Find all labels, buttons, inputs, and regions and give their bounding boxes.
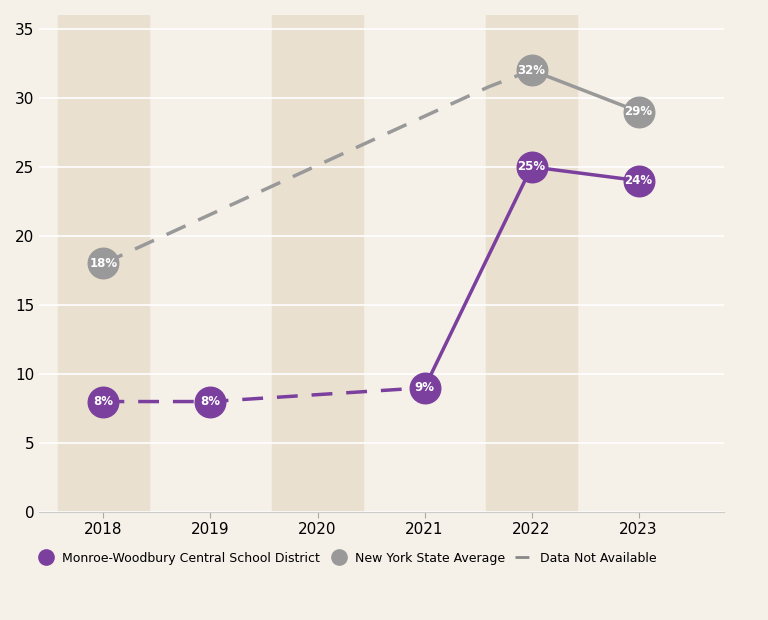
Text: 8%: 8% <box>200 395 220 408</box>
Text: 29%: 29% <box>624 105 653 118</box>
Legend: Monroe-Woodbury Central School District, New York State Average, Data Not Availa: Monroe-Woodbury Central School District,… <box>31 547 661 570</box>
Text: 8%: 8% <box>94 395 114 408</box>
Bar <box>58 15 149 512</box>
Text: 24%: 24% <box>624 174 653 187</box>
Text: 9%: 9% <box>415 381 435 394</box>
Bar <box>272 15 363 512</box>
Text: 25%: 25% <box>518 161 545 174</box>
Bar <box>486 15 577 512</box>
Text: 18%: 18% <box>89 257 118 270</box>
Text: 32%: 32% <box>518 64 545 77</box>
